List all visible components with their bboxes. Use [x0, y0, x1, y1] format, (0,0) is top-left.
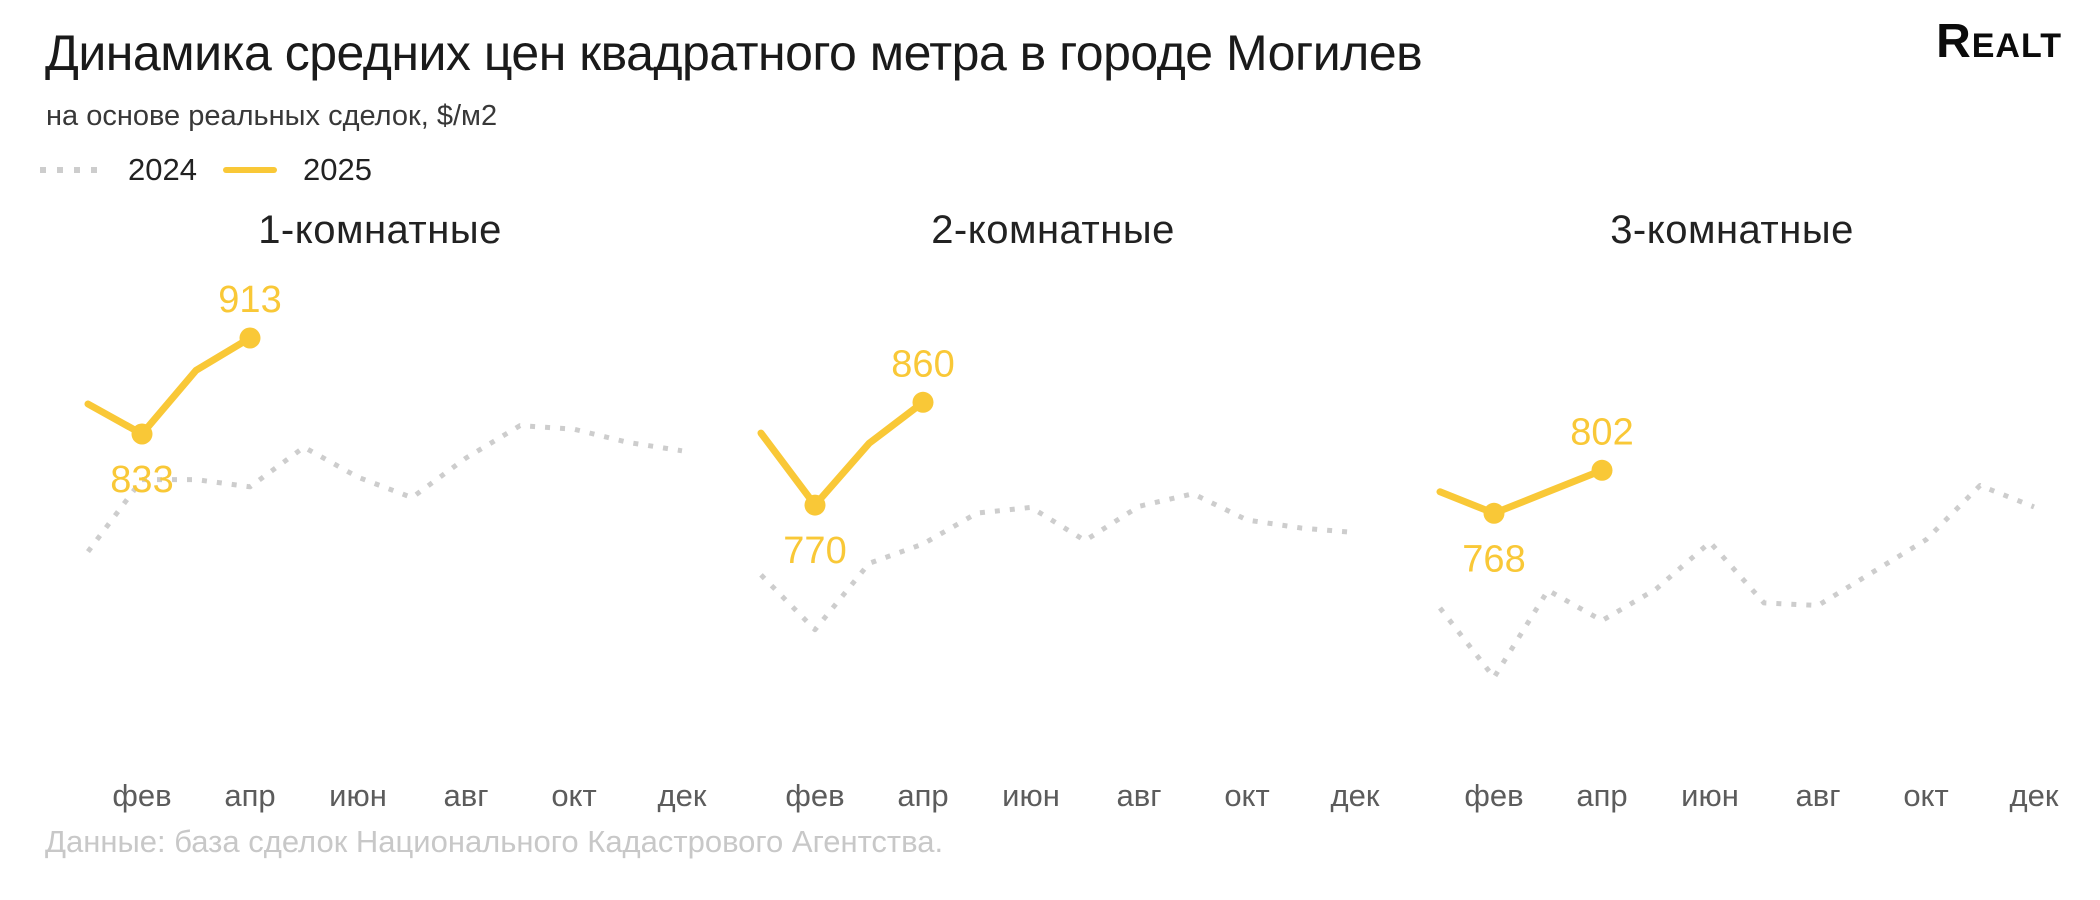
chart-canvas-3-room: 768 802: [1436, 411, 2035, 680]
data-point-marker-фев: [804, 494, 826, 516]
x-tick-label-авг: авг: [1116, 778, 1162, 813]
data-point-label-фев: 768: [1462, 538, 1525, 580]
page-title: Динамика средних цен квадратного метра в…: [45, 25, 1423, 81]
series-2024-line: [86, 423, 683, 554]
x-axis-2-room: фев апр июн авг окт дек: [713, 778, 1393, 818]
data-point-marker-апр: [1591, 459, 1613, 481]
data-point-label-фев: 833: [110, 459, 173, 501]
chart-panel-1-room: 833 913 1-комнатные фев апр июн авг окт дек: [40, 200, 720, 860]
x-tick-label-дек: дек: [2009, 778, 2059, 813]
x-tick-label-апр: апр: [224, 778, 276, 813]
x-tick-label-авг: авг: [1795, 778, 1841, 813]
x-axis-3-room: фев апр июн авг окт дек: [1392, 778, 2072, 818]
x-axis-1-room: фев апр июн авг окт дек: [40, 778, 720, 818]
x-tick-label-дек: дек: [657, 778, 707, 813]
x-tick-label-окт: окт: [551, 778, 597, 813]
x-tick-label-авг: авг: [443, 778, 489, 813]
data-source-note: Данные: база сделок Национального Кадаст…: [45, 824, 944, 859]
x-tick-label-окт: окт: [1224, 778, 1270, 813]
x-tick-label-фев: фев: [1464, 778, 1524, 813]
chart-canvas-1-room: 833 913: [84, 279, 683, 554]
data-point-label-апр: 802: [1570, 411, 1633, 453]
x-tick-label-фев: фев: [785, 778, 845, 813]
realt-logo: Realt: [1936, 15, 2062, 68]
chart-title-3-room: 3-комнатные: [1610, 208, 1854, 252]
page-subtitle: на основе реальных сделок, $/м2: [46, 100, 498, 132]
x-tick-label-июн: июн: [1681, 778, 1739, 813]
legend-2025-solid-swatch: [222, 167, 277, 173]
x-tick-label-июн: июн: [329, 778, 387, 813]
data-point-marker-апр: [239, 327, 261, 349]
x-tick-label-дек: дек: [1330, 778, 1380, 813]
x-tick-label-июн: июн: [1002, 778, 1060, 813]
chart-title-1-room: 1-комнатные: [258, 208, 502, 252]
series-2024-line: [759, 491, 1356, 633]
x-tick-label-апр: апр: [1576, 778, 1628, 813]
x-tick-label-фев: фев: [112, 778, 172, 813]
series-2025-line: [1436, 466, 1606, 517]
data-point-marker-апр: [912, 391, 934, 413]
data-point-label-апр: 860: [891, 343, 954, 385]
legend-2024-dotted-swatch: [40, 167, 102, 173]
data-point-marker-фев: [1483, 502, 1505, 524]
charts-row: 833 913 1-комнатные фев апр июн авг окт дек 77…: [0, 200, 2100, 900]
legend: 2024 2025: [40, 152, 372, 188]
series-2024-line: [1438, 483, 2035, 680]
chart-panel-2-room: 770 860 2-комнатные фев апр июн авг окт дек: [713, 200, 1393, 860]
legend-2024-label: 2024: [128, 152, 197, 187]
x-tick-label-апр: апр: [897, 778, 949, 813]
chart-panel-3-room: 768 802 3-комнатные фев апр июн авг окт дек: [1392, 200, 2072, 860]
data-point-label-апр: 913: [218, 279, 281, 321]
legend-2025-label: 2025: [302, 152, 372, 187]
series-2025-line: [84, 334, 254, 438]
legend-item-2025: 2025: [222, 152, 372, 188]
legend-item-2024: 2024: [40, 152, 197, 188]
data-point-label-фев: 770: [783, 530, 846, 572]
chart-canvas-2-room: 770 860: [757, 343, 1356, 633]
x-tick-label-окт: окт: [1903, 778, 1949, 813]
chart-title-2-room: 2-комнатные: [931, 208, 1175, 252]
data-point-marker-фев: [131, 423, 153, 445]
series-2025-line: [757, 398, 927, 509]
